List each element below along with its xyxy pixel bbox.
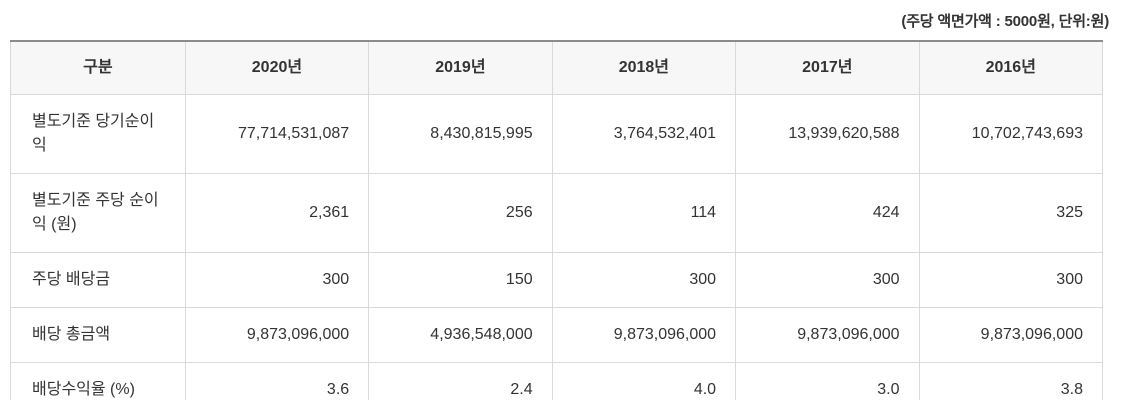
value-cell: 3.6 — [184, 362, 370, 400]
value-cell: 2.4 — [368, 362, 553, 400]
value-cell: 3.8 — [918, 362, 1104, 400]
value-cell: 424 — [735, 173, 920, 253]
row-label-total-dividend: 배당 총금액 — [10, 307, 186, 363]
row-label-net-income: 별도기준 당기순이익 — [10, 94, 186, 174]
header-cell-2019: 2019년 — [368, 40, 553, 95]
value-cell: 300 — [184, 252, 370, 308]
value-cell: 114 — [551, 173, 737, 253]
table-row: 주당 배당금 300 150 300 300 300 — [10, 252, 1104, 308]
row-label-dividend-per-share: 주당 배당금 — [10, 252, 186, 308]
value-cell: 4.0 — [551, 362, 737, 400]
face-value-unit-note: (주당 액면가액 : 5000원, 단위:원) — [901, 13, 1109, 30]
table-row: 배당 총금액 9,873,096,000 4,936,548,000 9,873… — [10, 307, 1104, 363]
value-cell: 9,873,096,000 — [184, 307, 370, 363]
header-cell-2016: 2016년 — [918, 40, 1104, 95]
row-label-dividend-yield: 배당수익율 (%) — [10, 362, 186, 400]
table-row: 별도기준 주당 순이익 (원) 2,361 256 114 424 325 — [10, 173, 1104, 253]
header-cell-2017: 2017년 — [735, 40, 920, 95]
value-cell: 9,873,096,000 — [735, 307, 920, 363]
table-row: 별도기준 당기순이익 77,714,531,087 8,430,815,995 … — [10, 94, 1104, 174]
value-cell: 3.0 — [735, 362, 920, 400]
header-cell-2020: 2020년 — [184, 40, 370, 95]
value-cell: 9,873,096,000 — [918, 307, 1104, 363]
header-row: 구분 2020년 2019년 2018년 2017년 2016년 — [10, 40, 1104, 95]
value-cell: 150 — [368, 252, 553, 308]
value-cell: 300 — [918, 252, 1104, 308]
value-cell: 325 — [918, 173, 1104, 253]
value-cell: 8,430,815,995 — [368, 94, 553, 174]
header-cell-category: 구분 — [10, 40, 186, 95]
value-cell: 77,714,531,087 — [184, 94, 370, 174]
dividend-table: 구분 2020년 2019년 2018년 2017년 2016년 별도기준 당기… — [10, 40, 1104, 400]
table-row: 배당수익율 (%) 3.6 2.4 4.0 3.0 3.8 — [10, 362, 1104, 400]
value-cell: 256 — [368, 173, 553, 253]
value-cell: 2,361 — [184, 173, 370, 253]
value-cell: 4,936,548,000 — [368, 307, 553, 363]
value-cell: 9,873,096,000 — [551, 307, 737, 363]
value-cell: 300 — [551, 252, 737, 308]
value-cell: 300 — [735, 252, 920, 308]
value-cell: 3,764,532,401 — [551, 94, 737, 174]
value-cell: 13,939,620,588 — [735, 94, 920, 174]
value-cell: 10,702,743,693 — [918, 94, 1104, 174]
header-cell-2018: 2018년 — [551, 40, 737, 95]
row-label-eps: 별도기준 주당 순이익 (원) — [10, 173, 186, 253]
